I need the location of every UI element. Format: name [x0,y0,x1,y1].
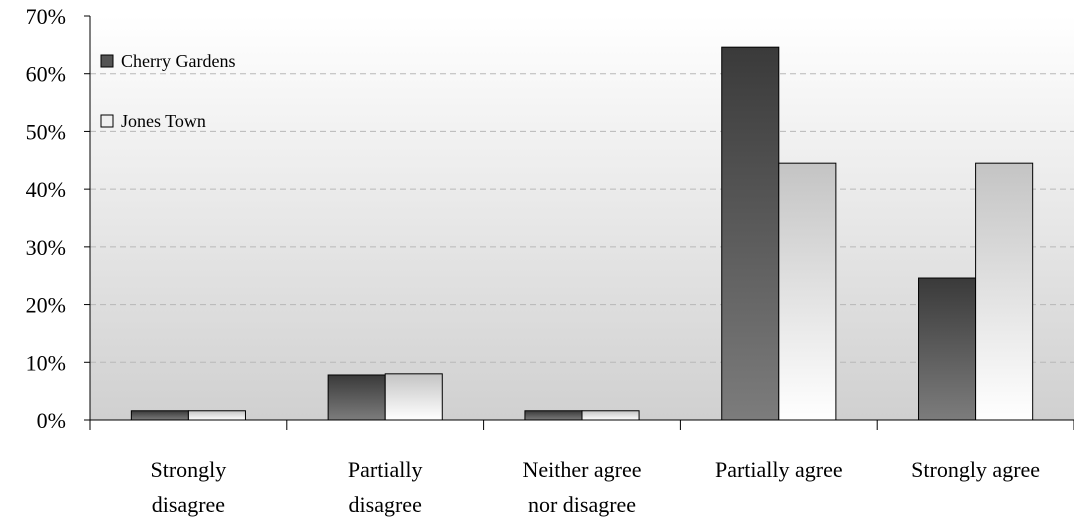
bars [130,46,1034,421]
category-label: Partially agree [715,457,843,482]
y-tick-label: 10% [26,350,66,375]
gridlines [90,73,1074,363]
bar-jones-town [384,373,443,421]
axes [84,15,1074,430]
y-tick-label: 50% [26,119,66,144]
bar-jones-town [581,410,640,421]
bar-cherry-gardens [918,277,977,421]
y-tick-label: 30% [26,235,66,260]
category-labels: Strongly disagree Partially disagree Neither… [151,457,1041,517]
y-tick-label: 60% [26,62,66,87]
legend: Cherry Gardens Jones Town [100,51,235,131]
bar-cherry-gardens [327,374,386,421]
bar-cherry-gardens [524,410,583,421]
y-tick-label: 0% [37,408,66,433]
y-tick-label: 40% [26,177,66,202]
plot-background [90,16,1074,420]
legend-label: Cherry Gardens [121,51,235,71]
bar-jones-town [187,410,246,421]
legend-label: Jones Town [121,111,206,131]
legend-swatch [100,54,114,68]
category-label: Partially disagree [348,457,423,517]
y-tick-label: 20% [26,293,66,318]
category-label: Neither agree nor disagree [522,457,641,517]
legend-item-cherry-gardens: Cherry Gardens [100,51,235,71]
legend-swatch [100,114,114,128]
category-label: Strongly disagree [151,457,227,517]
category-label: Strongly agree [911,457,1040,482]
y-tick-labels: 0% 10% 20% 30% 40% 50% 60% 70% [26,4,66,433]
legend-item-jones-town: Jones Town [100,111,206,131]
y-tick-label: 70% [26,4,66,29]
bar-cherry-gardens [130,410,189,421]
bar-jones-town [975,162,1034,421]
bar-cherry-gardens [721,46,780,421]
bar-jones-town [778,162,837,421]
